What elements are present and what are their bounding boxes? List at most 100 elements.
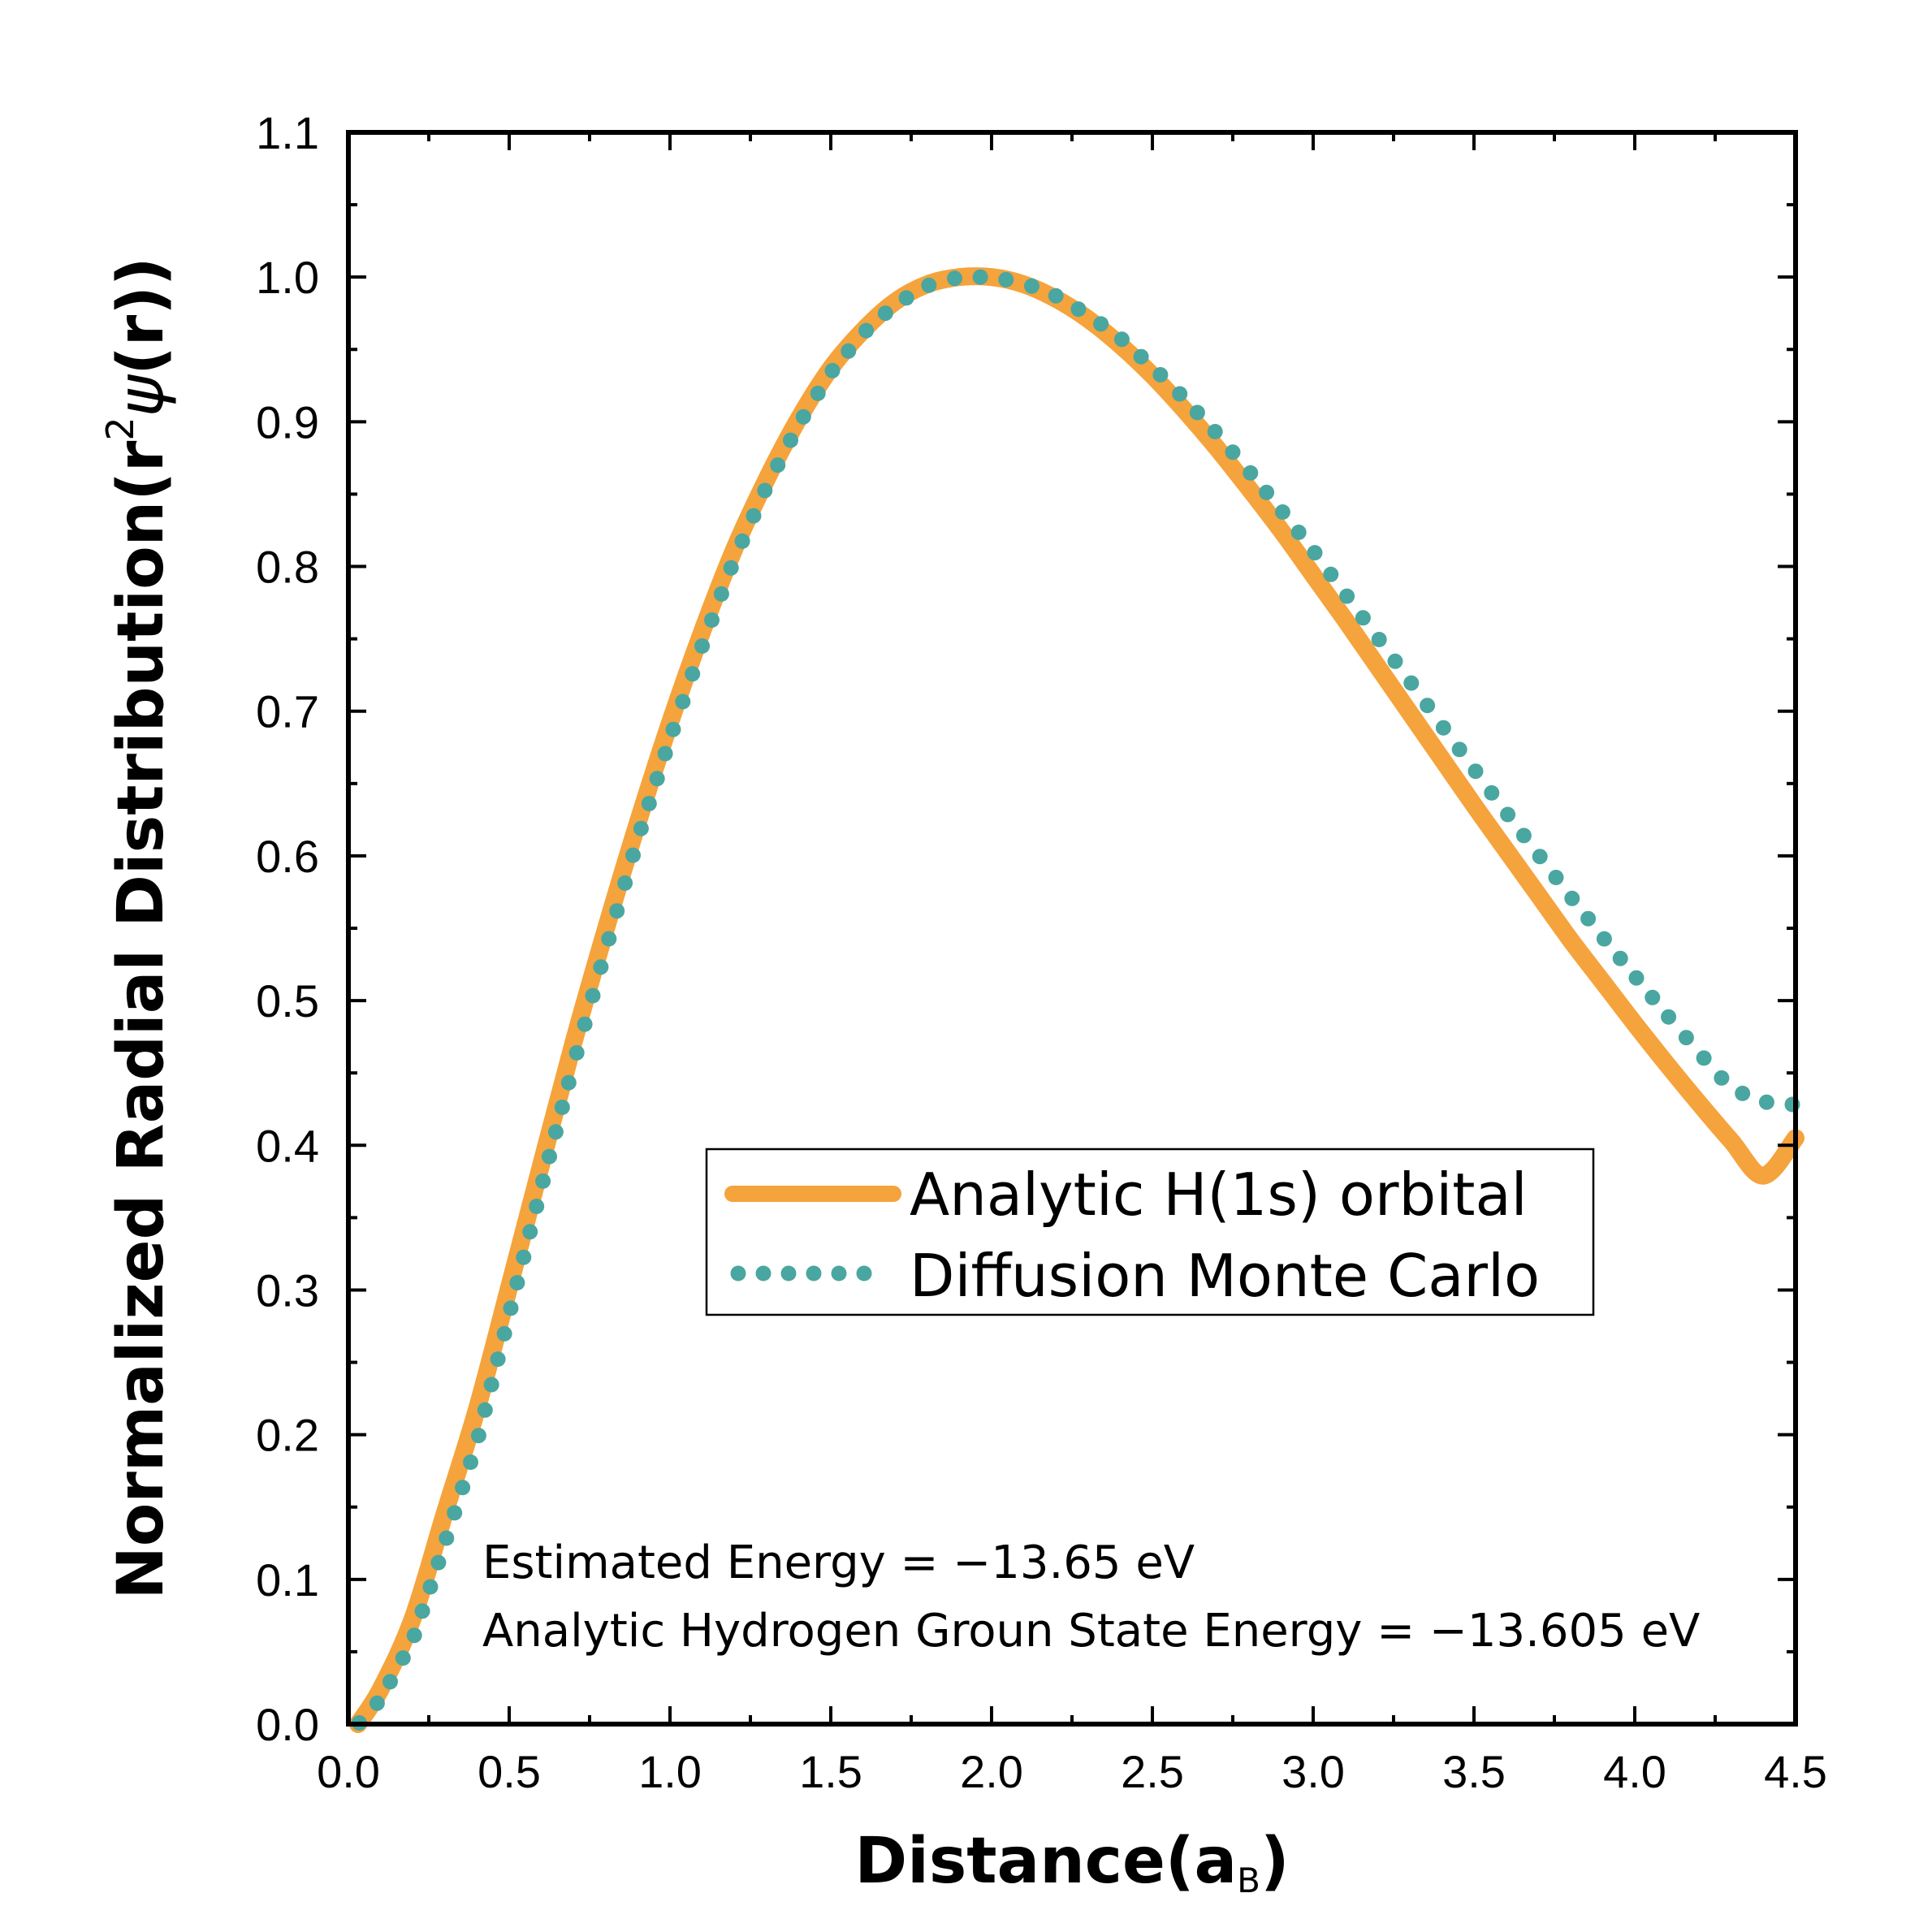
x-axis-title-close: ) bbox=[1260, 1825, 1290, 1898]
ticks-layer bbox=[347, 131, 1797, 1726]
dmc-point bbox=[601, 931, 617, 947]
dmc-point bbox=[554, 1100, 570, 1115]
dmc-point bbox=[1435, 720, 1451, 736]
dmc-point bbox=[1339, 588, 1355, 604]
dmc-point bbox=[522, 1224, 538, 1240]
dmc-point bbox=[1070, 301, 1087, 318]
dmc-point bbox=[585, 988, 601, 1004]
dmc-point bbox=[560, 1074, 577, 1091]
dmc-point bbox=[694, 638, 711, 654]
dmc-point bbox=[1661, 1009, 1677, 1025]
dmc-point bbox=[810, 385, 826, 401]
dmc-point bbox=[665, 721, 681, 737]
dmc-point bbox=[455, 1480, 471, 1496]
dmc-point bbox=[535, 1173, 551, 1189]
dmc-point bbox=[972, 269, 988, 285]
y-axis-title-close: (r)) bbox=[105, 257, 178, 375]
dmc-point bbox=[1207, 424, 1223, 439]
dmc-point bbox=[483, 1377, 499, 1393]
dmc-point bbox=[490, 1351, 506, 1368]
y-tick-label: 1.1 bbox=[256, 107, 319, 158]
dmc-point bbox=[439, 1530, 455, 1546]
dmc-point bbox=[1323, 566, 1339, 582]
dmc-point bbox=[633, 820, 649, 836]
x-tick-label: 0.5 bbox=[478, 1746, 541, 1797]
dmc-point bbox=[516, 1249, 532, 1265]
legend-swatch-dmc bbox=[730, 1265, 872, 1282]
legend-dot bbox=[806, 1265, 822, 1282]
x-tick-label: 1.0 bbox=[638, 1746, 702, 1797]
y-tick-label: 0.2 bbox=[256, 1410, 319, 1461]
dmc-point bbox=[1451, 741, 1467, 758]
dmc-point bbox=[496, 1325, 512, 1342]
dmc-point bbox=[1189, 404, 1205, 421]
y-axis-title-psi: ψ bbox=[105, 374, 178, 417]
plot-frame bbox=[346, 130, 1798, 1727]
dmc-point bbox=[858, 322, 875, 339]
dmc-point bbox=[1612, 950, 1628, 966]
dmc-point bbox=[1225, 444, 1241, 460]
dmc-point bbox=[783, 432, 798, 448]
dmc-point bbox=[921, 277, 937, 293]
x-axis-title-subscript: B bbox=[1237, 1861, 1260, 1900]
dmc-point bbox=[675, 694, 691, 710]
series-layer bbox=[348, 267, 1804, 1733]
y-axis-title: Normalized Radial Distribution(r2ψ(r)) bbox=[98, 257, 178, 1600]
dmc-point bbox=[463, 1454, 478, 1470]
dmc-point bbox=[609, 903, 625, 919]
dmc-point bbox=[1758, 1094, 1774, 1110]
dmc-point bbox=[503, 1300, 519, 1316]
y-axis-title-superscript: 2 bbox=[98, 417, 142, 440]
tick-labels: 0.0 0.5 1.0 1.5 2.0 2.5 3.0 3.5 4.0 4.5 0.0 0.1 0.2 0… bbox=[256, 107, 1827, 1797]
dmc-point bbox=[1628, 970, 1645, 986]
x-tick-label: 3.5 bbox=[1442, 1746, 1506, 1797]
dmc-point bbox=[757, 482, 773, 499]
dmc-point bbox=[1243, 465, 1259, 481]
dmc-point bbox=[685, 666, 701, 682]
dmc-point bbox=[1467, 763, 1484, 780]
dmc-point bbox=[998, 271, 1014, 287]
dmc-point bbox=[841, 343, 857, 359]
dmc-point bbox=[1580, 910, 1597, 927]
legend-dot bbox=[831, 1265, 847, 1282]
x-axis-title: Distance(aB) bbox=[854, 1825, 1289, 1900]
dmc-point bbox=[395, 1650, 411, 1666]
dmc-point bbox=[898, 290, 914, 306]
dmc-point bbox=[723, 560, 739, 576]
dmc-point bbox=[414, 1603, 430, 1619]
y-tick-label: 0.9 bbox=[256, 396, 319, 447]
dmc-point bbox=[1259, 484, 1275, 500]
dmc-point bbox=[406, 1627, 422, 1644]
dmc-point bbox=[625, 847, 641, 863]
dmc-point bbox=[1024, 278, 1039, 294]
y-tick-label: 0.1 bbox=[256, 1554, 319, 1606]
dmc-point bbox=[1371, 632, 1387, 647]
legend-dot bbox=[755, 1265, 772, 1282]
x-axis-title-main: Distance(a bbox=[854, 1825, 1237, 1898]
x-tick-label: 4.5 bbox=[1764, 1746, 1827, 1797]
dmc-point bbox=[1564, 890, 1580, 906]
dmc-point bbox=[704, 612, 720, 628]
series-line-analytic bbox=[348, 267, 1804, 1733]
dmc-point bbox=[1532, 849, 1548, 865]
dmc-point bbox=[542, 1148, 557, 1165]
dmc-point bbox=[1714, 1070, 1730, 1086]
dmc-point bbox=[1548, 870, 1564, 885]
y-tick-label: 0.6 bbox=[256, 831, 319, 882]
dmc-point bbox=[713, 586, 729, 602]
dmc-point bbox=[447, 1505, 463, 1521]
dmc-point bbox=[734, 533, 750, 549]
dmc-point bbox=[1093, 316, 1109, 332]
dmc-point bbox=[1152, 367, 1169, 383]
x-tick-label: 0.0 bbox=[317, 1746, 380, 1797]
dmc-point bbox=[1645, 989, 1661, 1005]
dmc-point bbox=[422, 1579, 439, 1595]
dmc-point bbox=[430, 1554, 447, 1571]
dmc-point bbox=[547, 1124, 564, 1140]
dmc-point bbox=[824, 362, 841, 378]
dmc-point bbox=[369, 1695, 385, 1711]
dmc-point bbox=[1113, 331, 1130, 348]
dmc-point bbox=[1274, 504, 1290, 520]
dmc-point bbox=[1596, 931, 1612, 947]
